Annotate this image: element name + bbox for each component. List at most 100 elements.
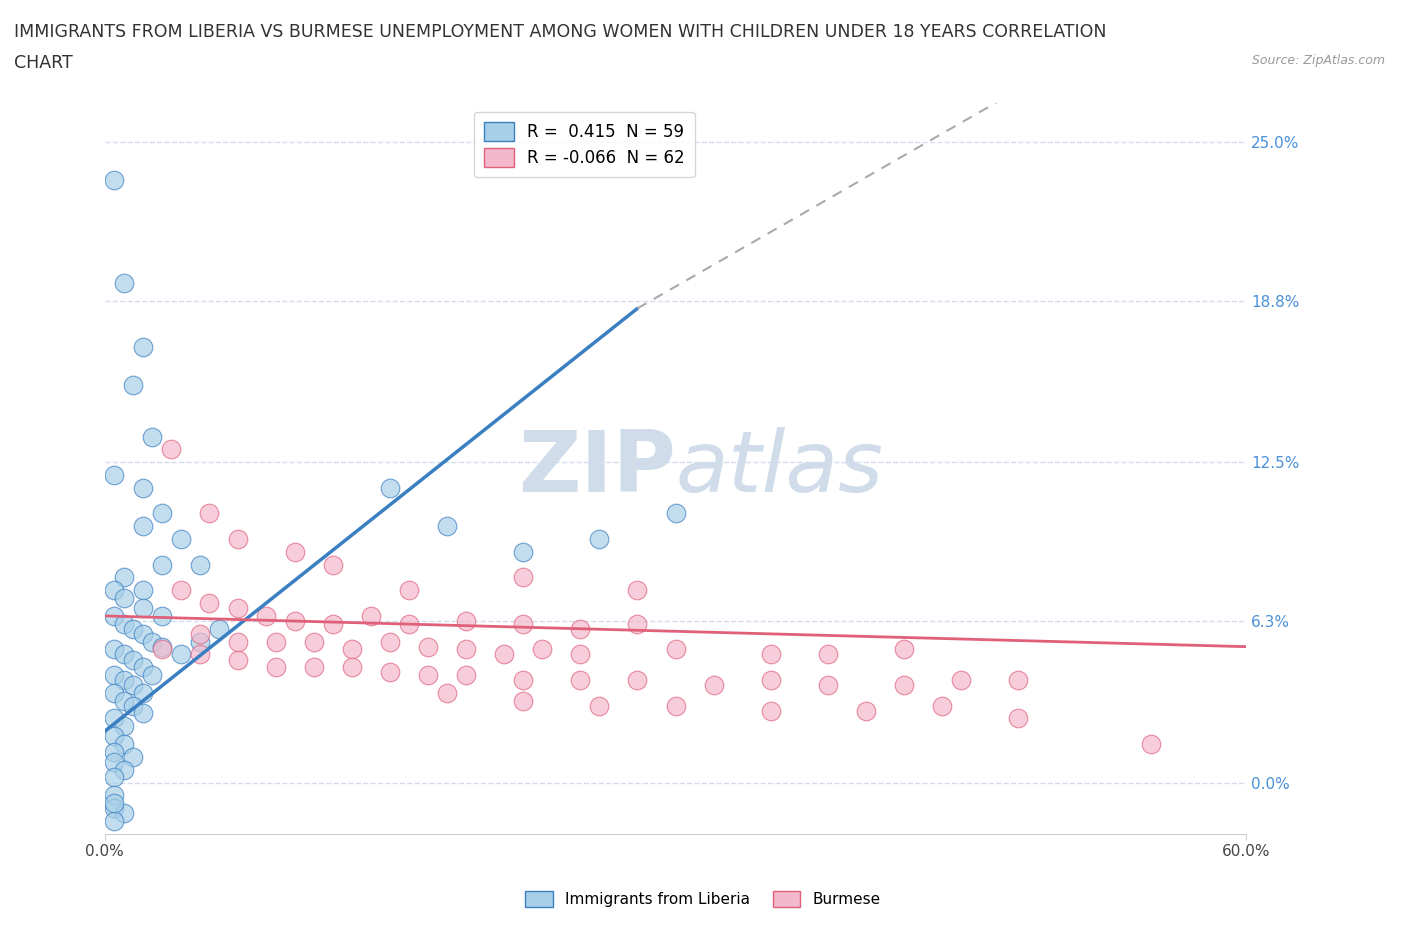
Point	[132, 601, 155, 616]
Point	[141, 668, 163, 683]
Text: Source: ZipAtlas.com: Source: ZipAtlas.com	[1251, 54, 1385, 67]
Point	[170, 647, 193, 662]
Point	[170, 583, 193, 598]
Text: atlas: atlas	[675, 427, 883, 510]
Point	[150, 557, 173, 572]
Point	[208, 621, 231, 636]
Text: ZIP: ZIP	[517, 427, 675, 510]
Point	[160, 442, 183, 457]
Point	[226, 532, 249, 547]
Point	[588, 532, 610, 547]
Point	[226, 601, 249, 616]
Point	[398, 617, 420, 631]
Point	[1140, 737, 1163, 751]
Point	[817, 647, 839, 662]
Point	[132, 583, 155, 598]
Point	[226, 634, 249, 649]
Point	[512, 544, 534, 559]
Point	[103, 711, 125, 726]
Point	[122, 378, 145, 392]
Point	[112, 275, 135, 290]
Point	[512, 672, 534, 687]
Point	[150, 506, 173, 521]
Point	[703, 678, 725, 693]
Point	[132, 659, 155, 674]
Point	[103, 729, 125, 744]
Point	[132, 685, 155, 700]
Point	[103, 608, 125, 623]
Point	[112, 763, 135, 777]
Point	[855, 703, 877, 718]
Point	[122, 678, 145, 693]
Point	[103, 668, 125, 683]
Point	[141, 429, 163, 444]
Point	[1007, 711, 1029, 726]
Point	[122, 750, 145, 764]
Point	[494, 647, 516, 662]
Point	[759, 672, 782, 687]
Point	[340, 659, 363, 674]
Point	[456, 668, 478, 683]
Point	[150, 608, 173, 623]
Legend: Immigrants from Liberia, Burmese: Immigrants from Liberia, Burmese	[519, 884, 887, 913]
Point	[626, 617, 648, 631]
Point	[141, 634, 163, 649]
Point	[112, 737, 135, 751]
Point	[103, 642, 125, 657]
Point	[103, 468, 125, 483]
Point	[188, 647, 211, 662]
Point	[418, 668, 440, 683]
Point	[512, 617, 534, 631]
Point	[531, 642, 554, 657]
Point	[132, 481, 155, 496]
Point	[112, 672, 135, 687]
Point	[626, 672, 648, 687]
Point	[264, 634, 287, 649]
Point	[112, 693, 135, 708]
Point	[112, 617, 135, 631]
Point	[122, 652, 145, 667]
Point	[418, 639, 440, 654]
Point	[436, 519, 458, 534]
Point	[569, 647, 592, 662]
Point	[378, 481, 401, 496]
Point	[198, 506, 221, 521]
Point	[264, 659, 287, 674]
Point	[284, 544, 307, 559]
Point	[456, 614, 478, 629]
Point	[122, 698, 145, 713]
Point	[569, 672, 592, 687]
Point	[893, 642, 915, 657]
Point	[664, 506, 686, 521]
Point	[398, 583, 420, 598]
Point	[103, 744, 125, 759]
Point	[112, 591, 135, 605]
Point	[360, 608, 382, 623]
Point	[103, 583, 125, 598]
Point	[512, 693, 534, 708]
Point	[103, 754, 125, 769]
Point	[132, 339, 155, 354]
Point	[112, 719, 135, 734]
Point	[949, 672, 972, 687]
Point	[284, 614, 307, 629]
Point	[302, 634, 325, 649]
Legend: R =  0.415  N = 59, R = -0.066  N = 62: R = 0.415 N = 59, R = -0.066 N = 62	[474, 112, 695, 177]
Point	[759, 703, 782, 718]
Point	[132, 706, 155, 721]
Point	[588, 698, 610, 713]
Point	[456, 642, 478, 657]
Point	[322, 617, 344, 631]
Point	[103, 788, 125, 803]
Point	[569, 621, 592, 636]
Point	[188, 627, 211, 642]
Point	[512, 570, 534, 585]
Point	[664, 642, 686, 657]
Point	[664, 698, 686, 713]
Point	[626, 583, 648, 598]
Point	[103, 795, 125, 810]
Point	[132, 519, 155, 534]
Point	[198, 596, 221, 611]
Point	[112, 805, 135, 820]
Point	[150, 639, 173, 654]
